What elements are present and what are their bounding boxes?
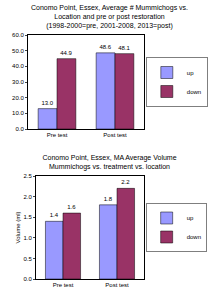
svg-text:1.5: 1.5 xyxy=(23,214,32,220)
svg-text:up: up xyxy=(187,70,194,76)
svg-text:Post test: Post test xyxy=(103,132,127,138)
svg-text:1.8: 1.8 xyxy=(104,196,113,202)
svg-text:0.5: 0.5 xyxy=(23,256,32,262)
svg-text:30.0: 30.0 xyxy=(12,79,24,85)
svg-text:13.0: 13.0 xyxy=(41,100,53,106)
svg-text:40.0: 40.0 xyxy=(12,63,24,69)
svg-text:48.1: 48.1 xyxy=(118,45,130,51)
svg-text:1.0: 1.0 xyxy=(23,235,32,241)
svg-text:0.0: 0.0 xyxy=(15,126,24,132)
svg-text:1.4: 1.4 xyxy=(50,212,59,218)
svg-text:2.0: 2.0 xyxy=(23,194,32,200)
svg-text:20.0: 20.0 xyxy=(12,95,24,101)
svg-text:1.6: 1.6 xyxy=(67,204,76,210)
svg-text:up: up xyxy=(187,215,194,221)
svg-text:Post test: Post test xyxy=(105,282,129,288)
svg-text:Pre test: Pre test xyxy=(47,132,68,138)
svg-text:Volume (ml): Volume (ml) xyxy=(15,211,21,243)
svg-text:2.5: 2.5 xyxy=(23,173,32,179)
svg-text:2.2: 2.2 xyxy=(121,179,130,185)
svg-text:Conomo Point, Essex, Average #: Conomo Point, Essex, Average # Mummichog… xyxy=(31,4,188,30)
svg-text:down: down xyxy=(187,89,201,95)
svg-text:50.0: 50.0 xyxy=(12,48,24,54)
svg-text:Pre test: Pre test xyxy=(53,282,74,288)
svg-text:Conomo Point, Essex, MA Averag: Conomo Point, Essex, MA Average VolumeMu… xyxy=(42,154,176,171)
svg-text:60.0: 60.0 xyxy=(12,32,24,38)
svg-text:10.0: 10.0 xyxy=(12,110,24,116)
svg-text:44.9: 44.9 xyxy=(60,50,72,56)
svg-text:0.0: 0.0 xyxy=(23,276,32,282)
svg-text:48.6: 48.6 xyxy=(99,44,111,50)
svg-text:down: down xyxy=(187,234,201,240)
